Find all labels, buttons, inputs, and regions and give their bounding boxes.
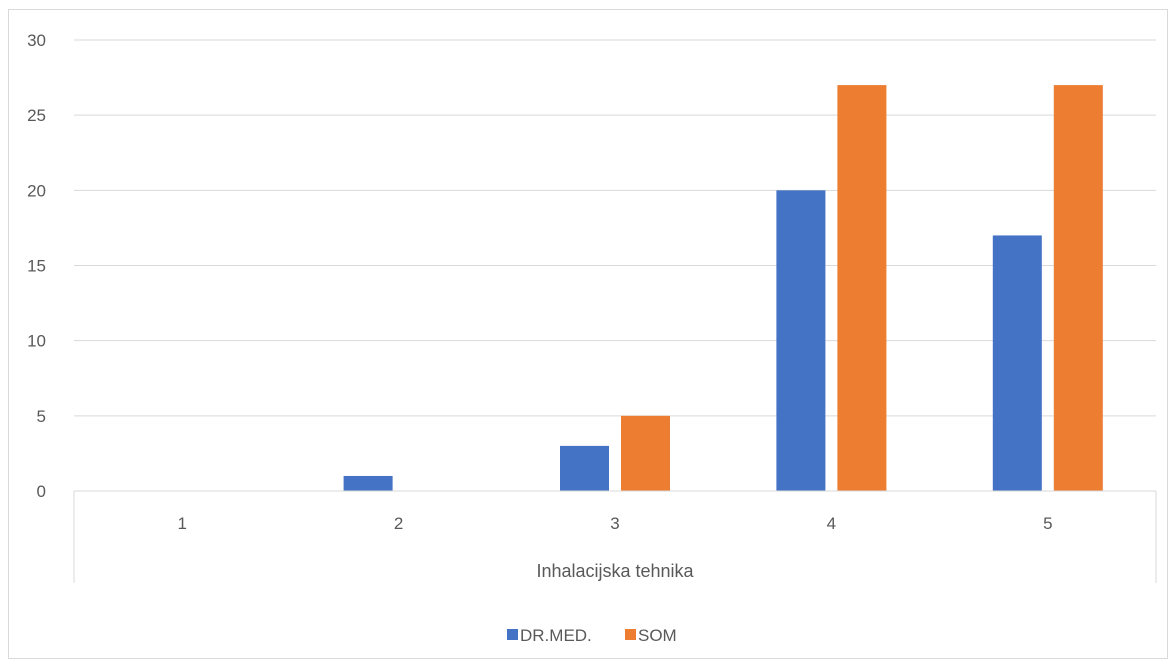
bar-dr-med-cat-5 xyxy=(992,235,1042,491)
y-tick-label: 10 xyxy=(27,332,46,351)
y-tick-label: 5 xyxy=(37,407,46,426)
y-tick-label: 20 xyxy=(27,181,46,200)
y-tick-label: 25 xyxy=(27,106,46,125)
x-axis-tick-labels: 1 2 3 4 5 xyxy=(177,514,1052,533)
y-tick-label: 15 xyxy=(27,257,46,276)
gridlines xyxy=(74,39,1156,417)
x-tick-label: 4 xyxy=(827,514,836,533)
legend: DR.MED. SOM xyxy=(507,626,677,645)
y-tick-label: 30 xyxy=(27,31,46,50)
y-axis-tick-labels: 0 5 10 15 20 25 30 xyxy=(27,31,46,501)
x-tick-label: 3 xyxy=(610,514,619,533)
bar-som-cat-4 xyxy=(837,85,887,491)
x-tick-label: 5 xyxy=(1043,514,1052,533)
bar-dr-med-cat-4 xyxy=(776,190,826,492)
x-tick-label: 1 xyxy=(177,514,186,533)
y-tick-label: 0 xyxy=(37,482,46,501)
bars xyxy=(343,85,1103,492)
bar-dr-med-cat-3 xyxy=(560,445,609,491)
x-axis-title: Inhalacijska tehnika xyxy=(536,561,694,581)
legend-label: DR.MED. xyxy=(520,626,592,645)
bar-som-cat-3 xyxy=(621,415,670,491)
bar-som-cat-5 xyxy=(1053,85,1103,491)
legend-swatch xyxy=(507,629,518,640)
bar-dr-med-cat-2 xyxy=(343,475,393,491)
x-tick-label: 2 xyxy=(394,514,403,533)
legend-swatch xyxy=(625,629,636,640)
chart-frame xyxy=(8,9,1168,659)
legend-label: SOM xyxy=(638,626,677,645)
